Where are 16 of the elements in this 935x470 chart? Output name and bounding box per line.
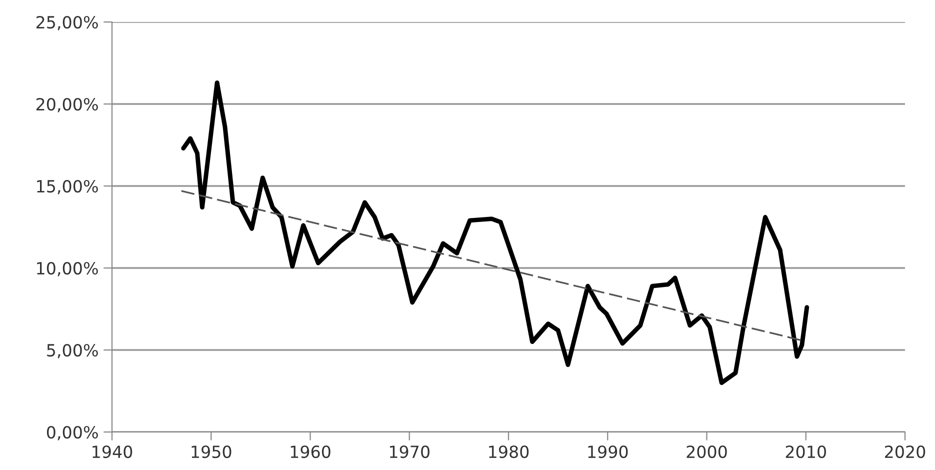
y-tick-label: 10,00% — [37, 262, 98, 276]
x-tick-label: 1960 — [290, 445, 330, 458]
x-tick-label: 1970 — [390, 445, 430, 458]
x-tick-label: 1990 — [588, 445, 628, 458]
y-tick-label: 25,00% — [36, 16, 98, 30]
x-tick-label: 1950 — [192, 445, 232, 458]
x-tick-label: 2020 — [885, 445, 926, 458]
y-tick-label: 0,00% — [46, 426, 98, 440]
x-tick-label: 2010 — [786, 445, 826, 458]
x-tick-label: 1980 — [489, 445, 529, 458]
y-tick-label: 5,00% — [47, 344, 98, 358]
y-tick-label: 15,00% — [37, 180, 98, 194]
line-series — [181, 80, 810, 386]
y-tick-label: 20,00% — [36, 98, 98, 112]
x-tick-label: 2000 — [686, 445, 727, 458]
x-tick-label: 1940 — [92, 445, 132, 458]
